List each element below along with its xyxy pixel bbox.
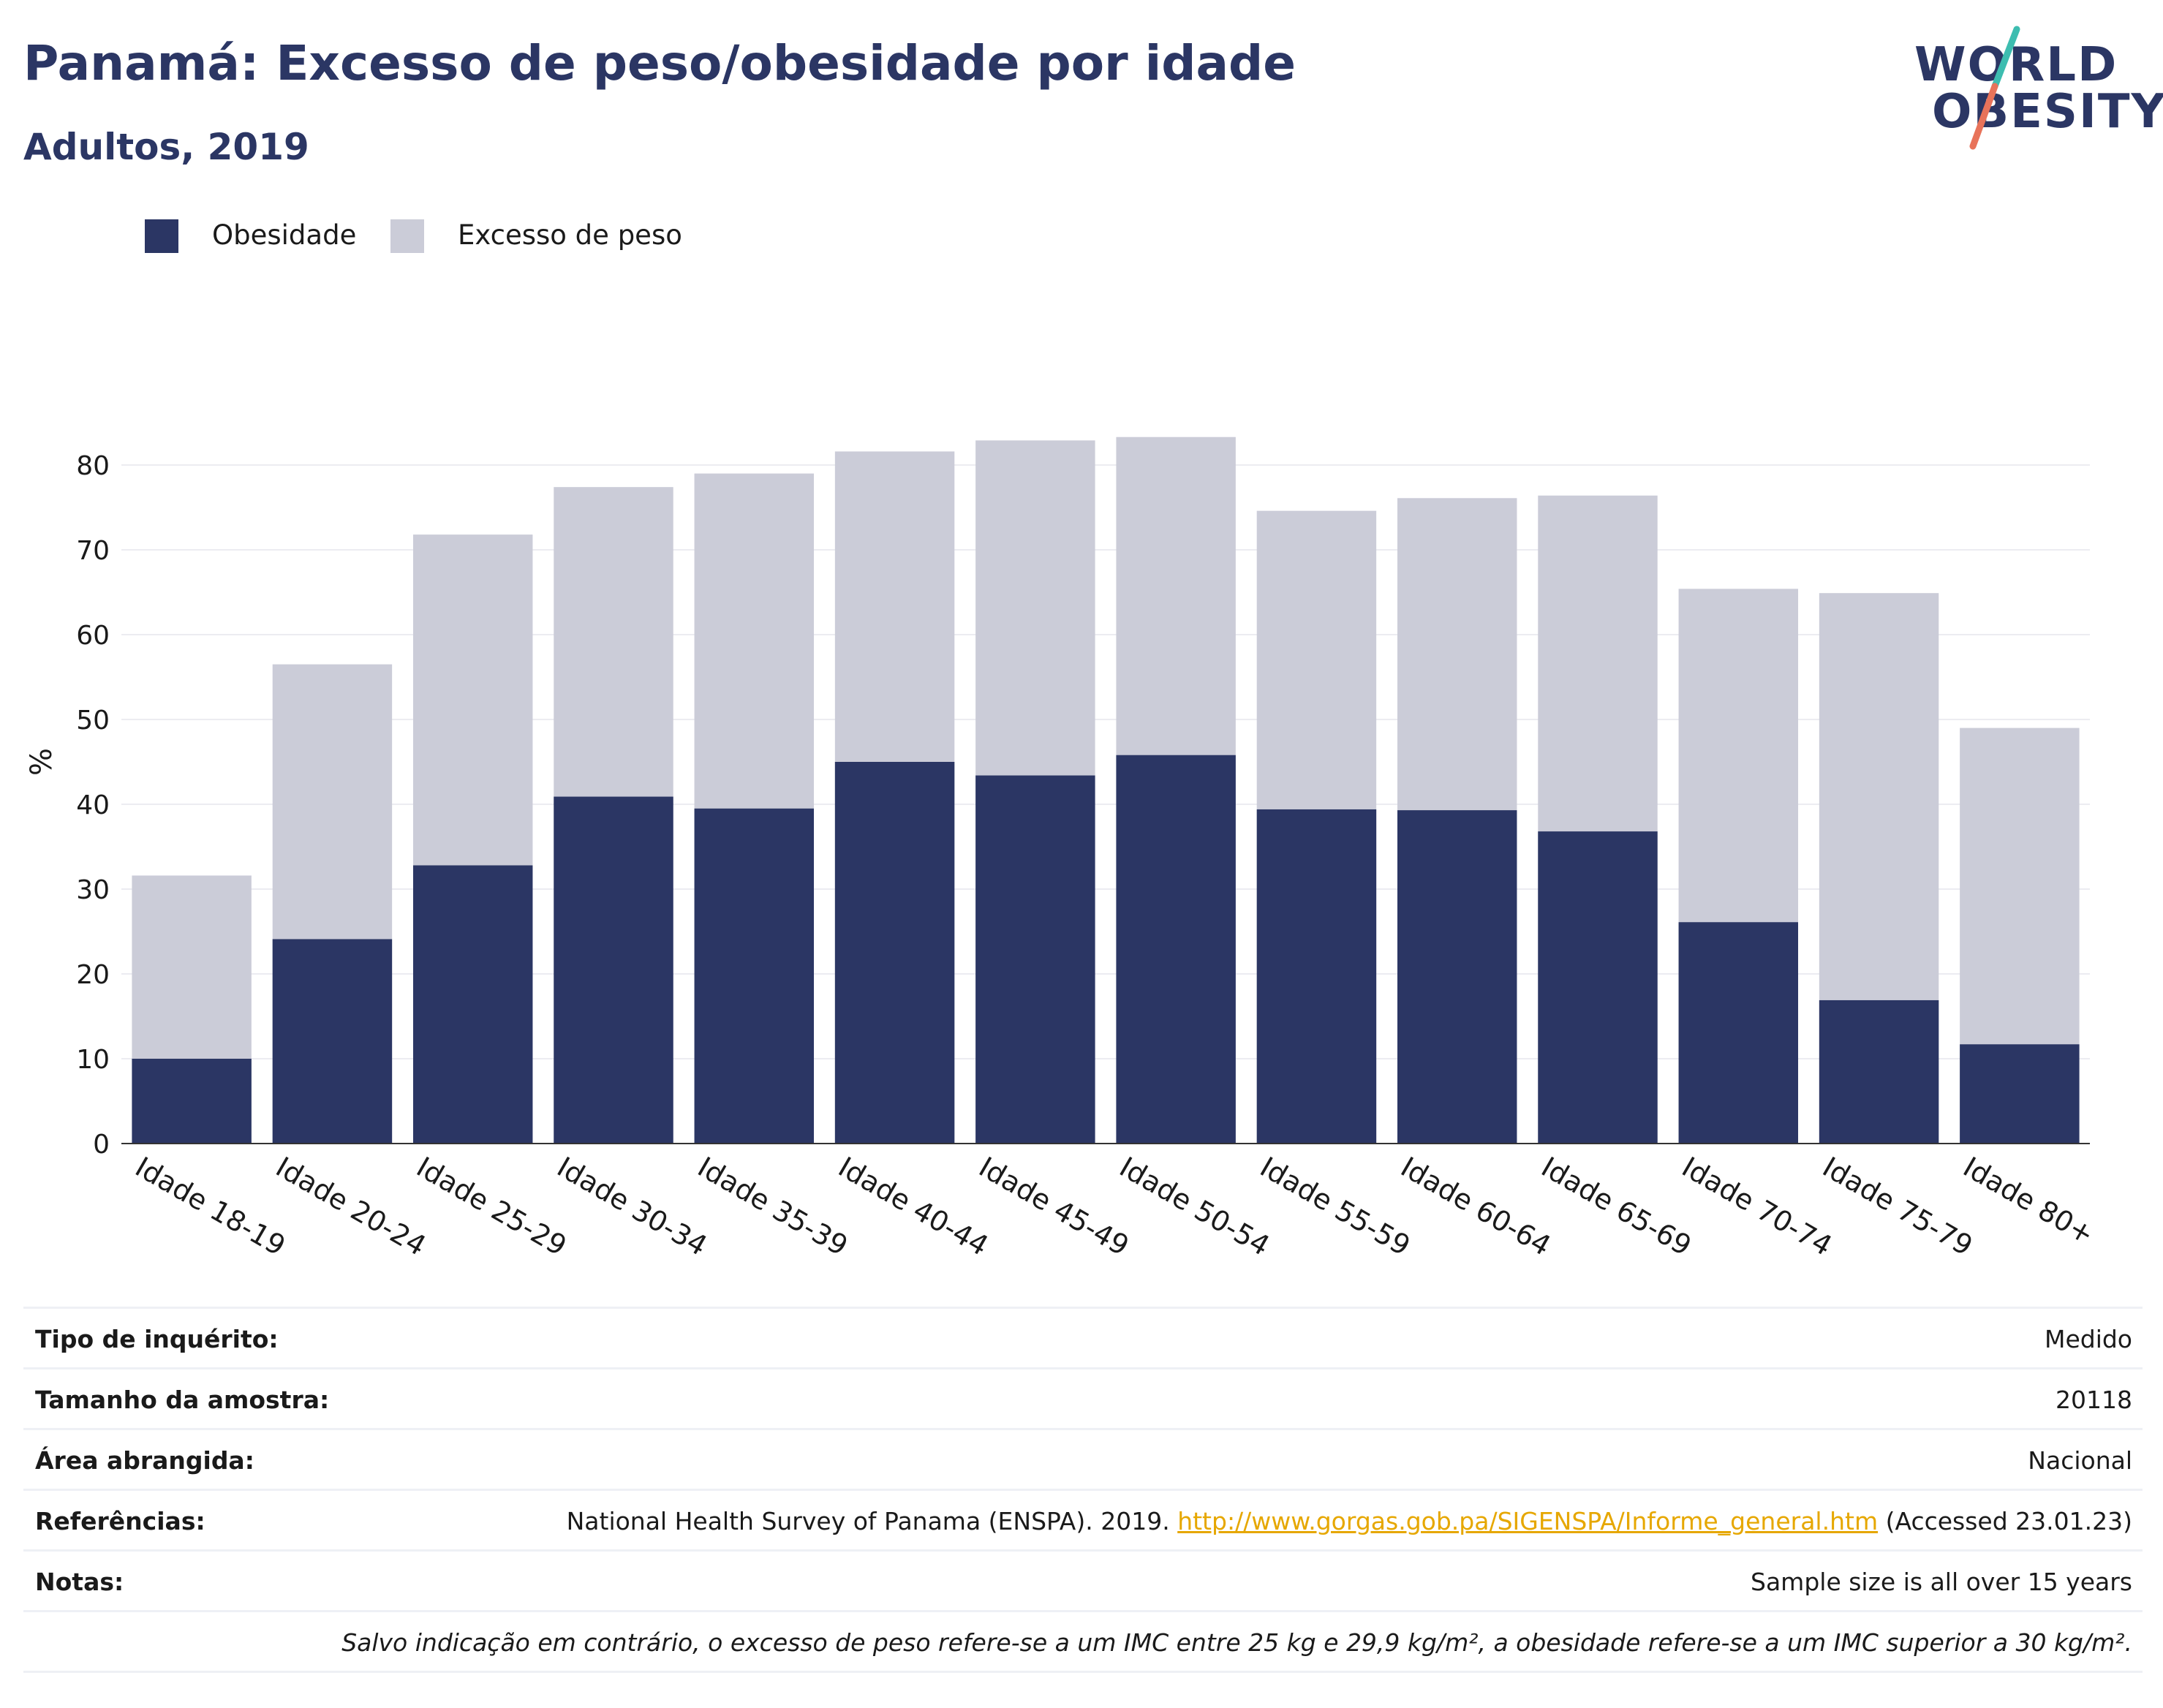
x-tick-label: Idade 30-34 (552, 1151, 713, 1262)
survey-info-table: Tipo de inquérito: Medido Tamanho da amo… (23, 1307, 2143, 1673)
x-tick-label: Idade 75-79 (1817, 1151, 1978, 1262)
footnote: Salvo indicação em contrário, o excesso … (341, 1628, 2132, 1657)
info-row-references: Referências: National Health Survey of P… (23, 1491, 2143, 1552)
bar-obesidade (1819, 1000, 1939, 1144)
info-value: Nacional (2028, 1446, 2132, 1475)
reference-link[interactable]: http://www.gorgas.gob.pa/SIGENSPA/Inform… (1177, 1507, 1879, 1535)
y-tick-label: 60 (76, 621, 110, 651)
legend-label-obesidade: Obesidade (212, 219, 357, 251)
y-axis-label: % (25, 748, 58, 776)
x-tick-label: Idade 55-59 (1255, 1151, 1416, 1262)
x-tick-label: Idade 35-39 (692, 1151, 853, 1262)
y-tick-label: 0 (93, 1130, 110, 1160)
bar-obesidade (1678, 922, 1799, 1144)
info-row-notes: Notas: Sample size is all over 15 years (23, 1552, 2143, 1612)
legend-label-excesso-de-peso: Excesso de peso (458, 219, 682, 251)
bar-obesidade (1960, 1044, 2080, 1144)
x-tick-label: Idade 45-49 (973, 1151, 1134, 1262)
info-label: Área abrangida: (35, 1446, 254, 1475)
footnote-row: Salvo indicação em contrário, o excesso … (23, 1612, 2143, 1673)
bar-obesidade (272, 939, 393, 1144)
x-tick-label: Idade 40-44 (833, 1151, 994, 1262)
info-row-sample-size: Tamanho da amostra: 20118 (23, 1369, 2143, 1430)
bar-obesidade (554, 796, 673, 1144)
y-tick-label: 30 (76, 875, 110, 905)
info-label: Notas: (35, 1568, 124, 1596)
x-tick-label: Idade 60-64 (1395, 1151, 1556, 1262)
info-value: Sample size is all over 15 years (1751, 1568, 2132, 1596)
info-row-coverage-area: Área abrangida: Nacional (23, 1430, 2143, 1491)
x-tick-label: Idade 65-69 (1536, 1151, 1697, 1262)
legend-swatch-excesso-de-peso (390, 219, 424, 253)
bar-obesidade (1397, 810, 1517, 1144)
bar-obesidade (132, 1059, 252, 1144)
y-tick-label: 70 (76, 536, 110, 566)
world-obesity-logo: WORLD OBESITY (1901, 20, 2163, 159)
bar-obesidade (1538, 831, 1658, 1144)
x-tick-label: Idade 18-19 (130, 1151, 291, 1262)
x-tick-label: Idade 50-54 (1114, 1151, 1275, 1262)
y-tick-label: 40 (76, 790, 110, 820)
references-value: National Health Survey of Panama (ENSPA)… (567, 1507, 2132, 1535)
info-label: Referências: (35, 1507, 205, 1535)
chart-title: Panamá: Excesso de peso/obesidade por id… (23, 35, 1296, 91)
x-tick-label: Idade 70-74 (1677, 1151, 1838, 1262)
y-tick-label: 20 (76, 960, 110, 990)
logo-slash-icon (1969, 26, 2020, 150)
bar-obesidade (1116, 755, 1236, 1144)
bar-obesidade (1256, 809, 1377, 1144)
info-label: Tamanho da amostra: (35, 1386, 330, 1414)
info-row-survey-type: Tipo de inquérito: Medido (23, 1309, 2143, 1369)
y-tick-label: 10 (76, 1045, 110, 1075)
bar-obesidade (694, 808, 815, 1144)
y-tick-label: 50 (76, 706, 110, 736)
x-tick-label: Idade 20-24 (271, 1151, 431, 1262)
info-value: Medido (2044, 1325, 2132, 1353)
logo-text-line1: WORLD (1914, 38, 2118, 92)
info-value: 20118 (2056, 1386, 2132, 1414)
x-tick-label: Idade 25-29 (411, 1151, 572, 1262)
bar-obesidade (975, 775, 1095, 1144)
legend-swatch-obesidade (145, 219, 178, 253)
info-label: Tipo de inquérito: (35, 1325, 279, 1353)
chart-subtitle: Adultos, 2019 (23, 126, 309, 168)
logo-text-line2: OBESITY (1932, 85, 2163, 139)
y-tick-label: 80 (76, 451, 110, 481)
x-tick-label: Idade 80+ (1958, 1151, 2099, 1251)
bar-obesidade (834, 762, 955, 1144)
reference-text: National Health Survey of Panama (ENSPA)… (566, 1507, 1178, 1535)
reference-accessed: (Accessed 23.01.23) (1878, 1507, 2132, 1535)
bar-obesidade (412, 865, 533, 1144)
